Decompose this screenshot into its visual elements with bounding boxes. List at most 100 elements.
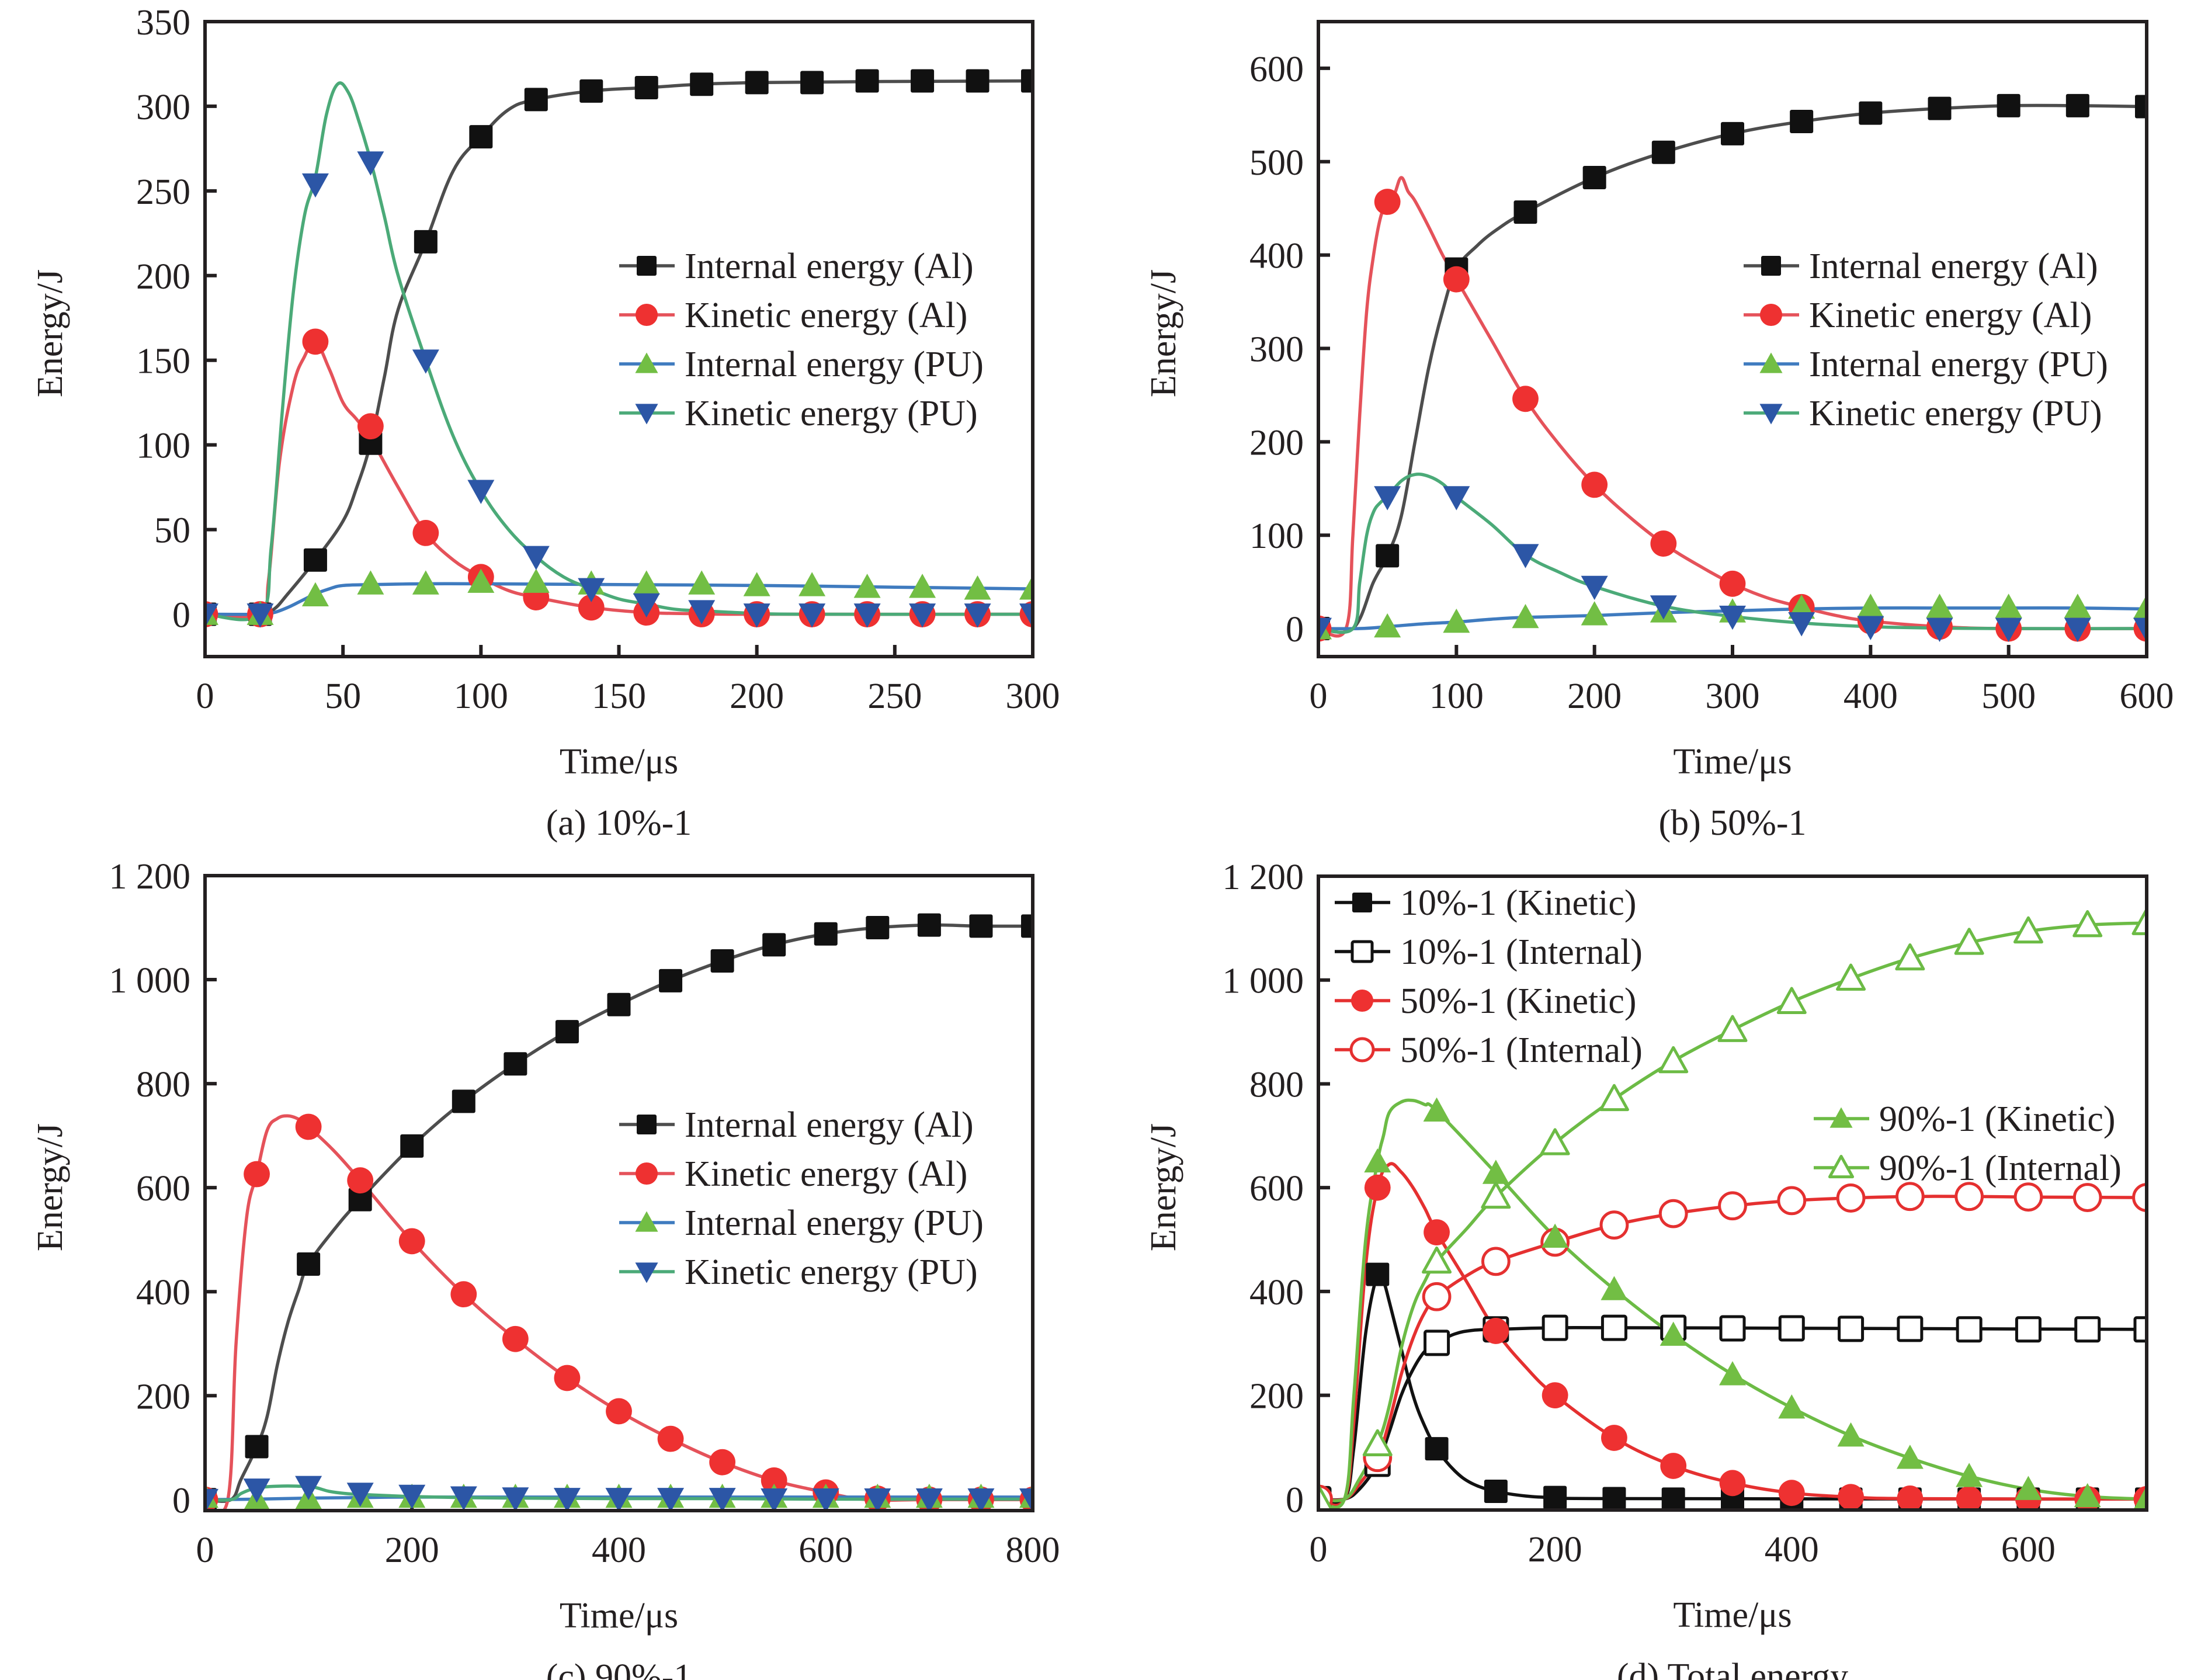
data-point-marker <box>1857 593 1884 618</box>
data-point-marker <box>1719 570 1746 597</box>
legend-label: Internal energy (PU) <box>1809 345 2108 384</box>
data-point-marker <box>302 328 329 355</box>
y-tick-label: 600 <box>1249 1169 1304 1209</box>
data-point-marker <box>2074 1316 2101 1343</box>
data-point-marker <box>1718 1191 1747 1221</box>
data-point-marker <box>709 1488 736 1511</box>
data-point-marker <box>855 69 879 93</box>
data-point-marker <box>205 1488 218 1511</box>
data-point-marker <box>1581 575 1608 601</box>
data-point-marker <box>1660 1321 1687 1346</box>
y-tick-label: 50 <box>154 511 190 551</box>
data-point-marker <box>301 173 329 198</box>
legend-marker-icon <box>1351 940 1374 963</box>
legend-label: Internal energy (PU) <box>685 345 984 384</box>
data-point-marker <box>247 603 274 628</box>
data-point-marker <box>1483 1318 1509 1344</box>
legend-entry: Internal energy (Al) <box>619 1105 974 1145</box>
data-point-marker <box>688 570 716 595</box>
data-point-marker <box>1484 1480 1508 1504</box>
data-point-marker <box>1366 1262 1390 1286</box>
data-point-marker <box>357 413 384 440</box>
data-point-marker <box>1859 101 1883 125</box>
legend-label: 10%-1 (Internal) <box>1400 932 1643 972</box>
data-point-marker <box>2015 1316 2042 1343</box>
data-point-marker <box>1719 1361 1746 1386</box>
data-point-marker <box>1778 1480 1805 1507</box>
legend-label: Kinetic energy (PU) <box>1809 394 2102 433</box>
data-point-marker <box>450 1281 477 1308</box>
y-tick-label: 0 <box>1286 1480 1304 1520</box>
series-kinetic-energy-al- <box>1318 176 2147 638</box>
data-point-marker <box>2013 1182 2043 1212</box>
x-tick-label: 600 <box>799 1530 853 1570</box>
series-markers <box>1318 908 2147 1510</box>
data-point-marker <box>1954 928 1984 955</box>
data-point-marker <box>966 69 990 93</box>
data-point-marker <box>1543 1485 1567 1509</box>
data-point-marker <box>1374 486 1401 511</box>
data-point-marker <box>2064 593 2091 618</box>
data-point-marker <box>398 1228 425 1255</box>
data-point-marker <box>1721 122 1744 145</box>
data-point-marker <box>2131 908 2147 935</box>
data-point-marker <box>412 570 439 595</box>
series-line <box>205 81 1033 622</box>
legend-marker-icon <box>1759 352 1783 373</box>
data-point-marker <box>2065 93 2089 117</box>
data-point-marker <box>502 1325 529 1352</box>
x-tick-label: 150 <box>592 676 646 716</box>
data-point-marker <box>412 349 439 374</box>
data-point-marker <box>1836 1183 1866 1213</box>
y-tick-label: 0 <box>172 596 190 636</box>
series-90-1-kinetic- <box>1318 1098 2147 1509</box>
data-point-marker <box>553 1488 581 1511</box>
legend-entry: Internal energy (PU) <box>619 1203 984 1243</box>
data-point-marker <box>866 916 890 940</box>
data-point-marker <box>1581 601 1608 626</box>
data-point-marker <box>607 992 631 1016</box>
y-tick-label: 200 <box>1249 1377 1304 1417</box>
data-point-marker <box>964 575 991 600</box>
data-point-marker <box>522 568 550 593</box>
legend-label: 50%-1 (Internal) <box>1400 1030 1643 1070</box>
x-tick-label: 0 <box>196 676 214 716</box>
data-point-marker <box>1650 595 1677 620</box>
legend-label: Internal energy (Al) <box>685 247 974 286</box>
series-line <box>1318 1098 2147 1509</box>
legend-label: Kinetic energy (PU) <box>685 394 978 433</box>
x-axis-title: Time/μs <box>1673 1595 1792 1635</box>
data-point-marker <box>853 574 881 598</box>
data-point-marker <box>398 1484 426 1509</box>
data-point-marker <box>799 603 826 628</box>
y-tick-label: 0 <box>172 1481 190 1521</box>
data-point-marker <box>1374 613 1401 638</box>
data-point-marker <box>1422 1282 1452 1311</box>
data-point-marker <box>659 969 683 992</box>
data-point-marker <box>1364 1174 1391 1201</box>
y-axis-title: Energy/J <box>30 269 70 397</box>
data-point-marker <box>1364 1148 1391 1173</box>
data-point-marker <box>504 1052 527 1076</box>
data-point-marker <box>743 603 770 628</box>
data-point-marker <box>1424 1219 1450 1245</box>
y-tick-label: 800 <box>1249 1065 1304 1105</box>
data-point-marker <box>245 1435 269 1459</box>
legend-marker-icon <box>635 303 658 327</box>
legend-marker-icon <box>635 1162 658 1185</box>
panel-caption: (a) 10%-1 <box>546 803 692 843</box>
y-tick-label: 150 <box>136 342 190 381</box>
panel-caption: (c) 90%-1 <box>546 1657 692 1680</box>
series-line <box>1318 1269 2147 1505</box>
data-point-marker <box>1838 1315 1865 1342</box>
data-point-marker <box>1582 165 1606 189</box>
data-point-marker <box>1542 1382 1568 1409</box>
data-point-marker <box>243 1478 270 1503</box>
y-tick-label: 1 200 <box>109 857 191 897</box>
data-point-marker <box>2064 617 2091 643</box>
data-point-marker <box>964 603 991 628</box>
data-point-marker <box>633 570 660 595</box>
data-point-marker <box>467 568 495 593</box>
data-point-marker <box>357 151 384 176</box>
data-point-marker <box>1482 1160 1509 1184</box>
